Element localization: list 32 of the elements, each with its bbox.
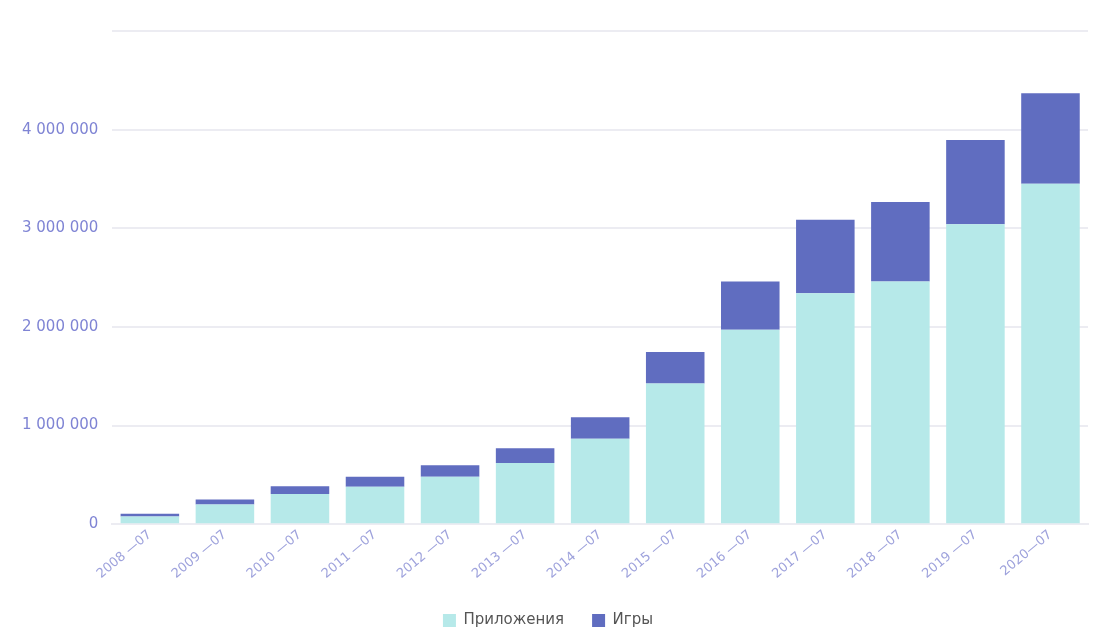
legend-label: Приложения: [463, 610, 565, 629]
bar: [946, 139, 1005, 225]
bar: [270, 494, 330, 524]
bar: [120, 516, 180, 524]
y-tick-label: 2 000 000: [22, 316, 99, 335]
y-tick-label: 3 000 000: [22, 218, 99, 237]
bar: [570, 417, 630, 439]
bar: [721, 281, 780, 330]
bar: [345, 486, 405, 524]
bar: [871, 281, 930, 524]
bar: [721, 329, 780, 524]
bar: [796, 293, 855, 524]
bar: [871, 202, 930, 282]
bar: [495, 462, 555, 524]
bar: [645, 383, 705, 524]
y-tick-label: 0: [88, 514, 99, 533]
bar: [420, 465, 480, 477]
bar: [195, 504, 255, 524]
bar: [645, 352, 705, 384]
bar: [946, 224, 1005, 524]
bar: [796, 219, 855, 294]
bar: [1021, 183, 1080, 524]
bar: [270, 486, 330, 495]
legend-label: Игры: [612, 610, 654, 629]
bar: [495, 448, 555, 463]
y-tick-label: 1 000 000: [22, 415, 99, 434]
bar: [420, 476, 480, 524]
bar: [570, 438, 630, 524]
bar: [195, 499, 255, 505]
y-tick-label: 4 000 000: [22, 119, 99, 138]
bar: [1021, 93, 1080, 184]
bar: [345, 476, 405, 487]
